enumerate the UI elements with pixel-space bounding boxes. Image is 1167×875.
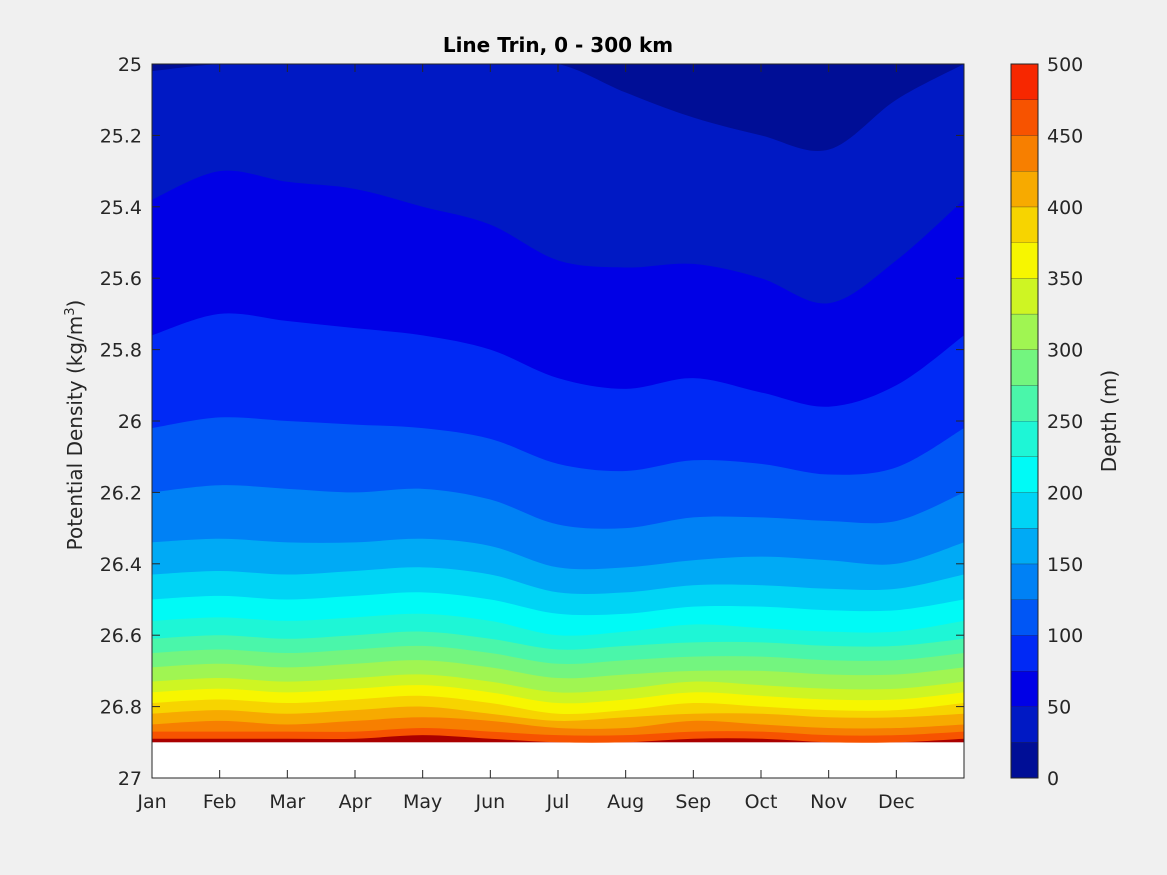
colorbar-tick-label: 50 — [1047, 697, 1071, 719]
colorbar-segment-275 — [1011, 349, 1038, 386]
colorbar-label: Depth (m) — [1097, 370, 1121, 472]
y-axis-title-close: ) — [63, 300, 87, 308]
colorbar-tick-label: 400 — [1047, 197, 1083, 219]
colorbar-segment-100 — [1011, 599, 1038, 636]
colorbar-tick-label: 0 — [1047, 768, 1059, 790]
x-tick-label: Sep — [675, 791, 711, 813]
colorbar-segment-425 — [1011, 135, 1038, 172]
colorbar-segment-450 — [1011, 99, 1038, 136]
colorbar-segment-375 — [1011, 206, 1038, 243]
y-tick-label: 25.2 — [100, 125, 142, 147]
colorbar-tick-label: 300 — [1047, 340, 1083, 362]
x-tick-label: Jul — [546, 791, 570, 813]
y-tick-label: 25.4 — [100, 197, 142, 219]
colorbar-segment-300 — [1011, 313, 1038, 350]
colorbar-tick-label: 200 — [1047, 482, 1083, 504]
y-tick-label: 27 — [118, 768, 142, 790]
y-tick-label: 25.8 — [100, 340, 142, 362]
x-tick-label: Mar — [269, 791, 305, 813]
colorbar-tick-label: 450 — [1047, 125, 1083, 147]
y-tick-label: 26.4 — [100, 554, 142, 576]
y-tick-label: 26 — [118, 411, 142, 433]
colorbar-segment-350 — [1011, 242, 1038, 279]
colorbar-tick-label: 350 — [1047, 268, 1083, 290]
colorbar-segment-50 — [1011, 670, 1038, 707]
y-axis-title-main: Potential Density (kg/m — [63, 316, 87, 551]
colorbar-frame — [1010, 63, 1039, 779]
y-axis-title-superscript: 3 — [63, 307, 78, 315]
colorbar-segment-0 — [1011, 742, 1038, 778]
contour-layer — [152, 64, 964, 743]
colorbar-tick-label: 100 — [1047, 625, 1083, 647]
x-tick-label: Jun — [474, 791, 505, 813]
colorbar: 0 50 100 150 200 250 300 350 400 450 500 — [1010, 54, 1083, 790]
x-tick-label: Oct — [745, 791, 778, 813]
y-tick-label: 26.8 — [100, 697, 142, 719]
colorbar-segment-175 — [1011, 492, 1038, 529]
y-tick-label: 25.6 — [100, 268, 142, 290]
colorbar-segment-25 — [1011, 706, 1038, 743]
x-tick-label: Dec — [878, 791, 915, 813]
colorbar-segment-250 — [1011, 385, 1038, 421]
y-tick-label: 26.6 — [100, 625, 142, 647]
colorbar-segment-400 — [1011, 171, 1038, 207]
contour-band-25 — [152, 64, 964, 151]
y-axis-title: Potential Density (kg/m3) — [63, 300, 87, 551]
colorbar-tick-label: 250 — [1047, 411, 1083, 433]
colorbar-segment-200 — [1011, 456, 1038, 493]
x-tick-label: Aug — [607, 791, 644, 813]
x-tick-label: May — [403, 791, 442, 813]
y-tick-label: 25 — [118, 54, 142, 76]
chart-title: Line Trin, 0 - 300 km — [443, 33, 673, 57]
x-tick-label: Feb — [203, 791, 237, 813]
x-tick-label: Nov — [810, 791, 847, 813]
colorbar-segment-125 — [1011, 563, 1038, 600]
x-axis: Jan Feb Mar Apr May Jun Jul Aug Sep Oct Nov Dec — [136, 64, 915, 813]
x-tick-label: Apr — [339, 791, 372, 813]
colorbar-segment-475 — [1011, 64, 1038, 100]
x-tick-label: Jan — [136, 791, 166, 813]
colorbar-segment-75 — [1011, 635, 1038, 671]
y-tick-label: 26.2 — [100, 482, 142, 504]
colorbar-tick-label: 150 — [1047, 554, 1083, 576]
y-axis: 25 25.2 25.4 25.6 25.8 26 26.2 26.4 26.6 26.8 27 — [100, 54, 964, 790]
colorbar-segment-225 — [1011, 421, 1038, 457]
colorbar-tick-label: 500 — [1047, 54, 1083, 76]
colorbar-segment-325 — [1011, 278, 1038, 314]
colorbar-segment-150 — [1011, 528, 1038, 564]
